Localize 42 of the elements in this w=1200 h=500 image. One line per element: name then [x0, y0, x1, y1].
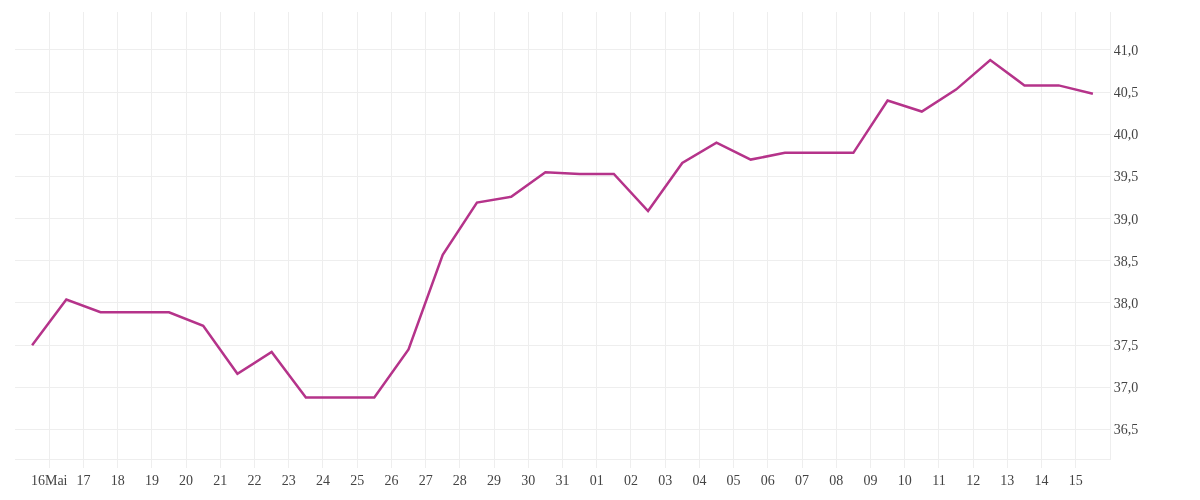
y-tick-label: 38,0: [1113, 295, 1139, 311]
x-tick-label: 18: [110, 472, 125, 488]
y-tick-label: 39,0: [1113, 211, 1139, 227]
x-tick-label: 09: [863, 472, 878, 488]
x-tick-label: 17: [76, 472, 91, 488]
x-tick-label: 10: [897, 472, 912, 488]
x-tick-label: 03: [658, 472, 673, 488]
line-series: [30, 58, 1095, 399]
x-tick-label: 29: [487, 472, 502, 488]
x-tick-label: 22: [247, 472, 262, 488]
x-tick-label: 14: [1034, 472, 1049, 488]
y-tick-label: 38,5: [1113, 253, 1139, 269]
x-tick-label: 24: [315, 472, 330, 488]
x-tick-label: 15: [1068, 472, 1083, 488]
x-tick-label: 16Mai: [30, 472, 68, 488]
x-tick-label: 20: [179, 472, 194, 488]
x-tick-label: 07: [795, 472, 810, 488]
y-tick-label: 36,5: [1113, 422, 1139, 438]
y-tick-label: 37,0: [1113, 380, 1139, 396]
x-tick-label: 26: [384, 472, 399, 488]
y-tick-label: 40,0: [1113, 127, 1139, 143]
y-tick-label: 37,5: [1113, 338, 1139, 354]
x-tick-label: 31: [555, 472, 570, 488]
x-tick-label: 13: [1000, 472, 1015, 488]
x-tick-label: 30: [521, 472, 536, 488]
x-tick-label: 25: [350, 472, 365, 488]
x-tick-label: 27: [418, 472, 433, 488]
y-tick-label: 41,0: [1113, 42, 1139, 58]
x-tick-label: 21: [213, 472, 228, 488]
x-tick-label: 08: [829, 472, 844, 488]
x-tick-label: 04: [692, 472, 707, 488]
x-tick-label: 28: [452, 472, 467, 488]
x-tick-label: 11: [932, 472, 946, 488]
x-tick-label: 05: [726, 472, 741, 488]
x-tick-label: 06: [760, 472, 775, 488]
x-tick-label: 12: [966, 472, 981, 488]
x-tick-label: 01: [589, 472, 604, 488]
y-tick-label: 40,5: [1113, 85, 1139, 101]
y-tick-label: 39,5: [1113, 169, 1139, 185]
x-tick-label: 19: [144, 472, 159, 488]
x-tick-label: 02: [623, 472, 638, 488]
x-tick-label: 23: [281, 472, 296, 488]
